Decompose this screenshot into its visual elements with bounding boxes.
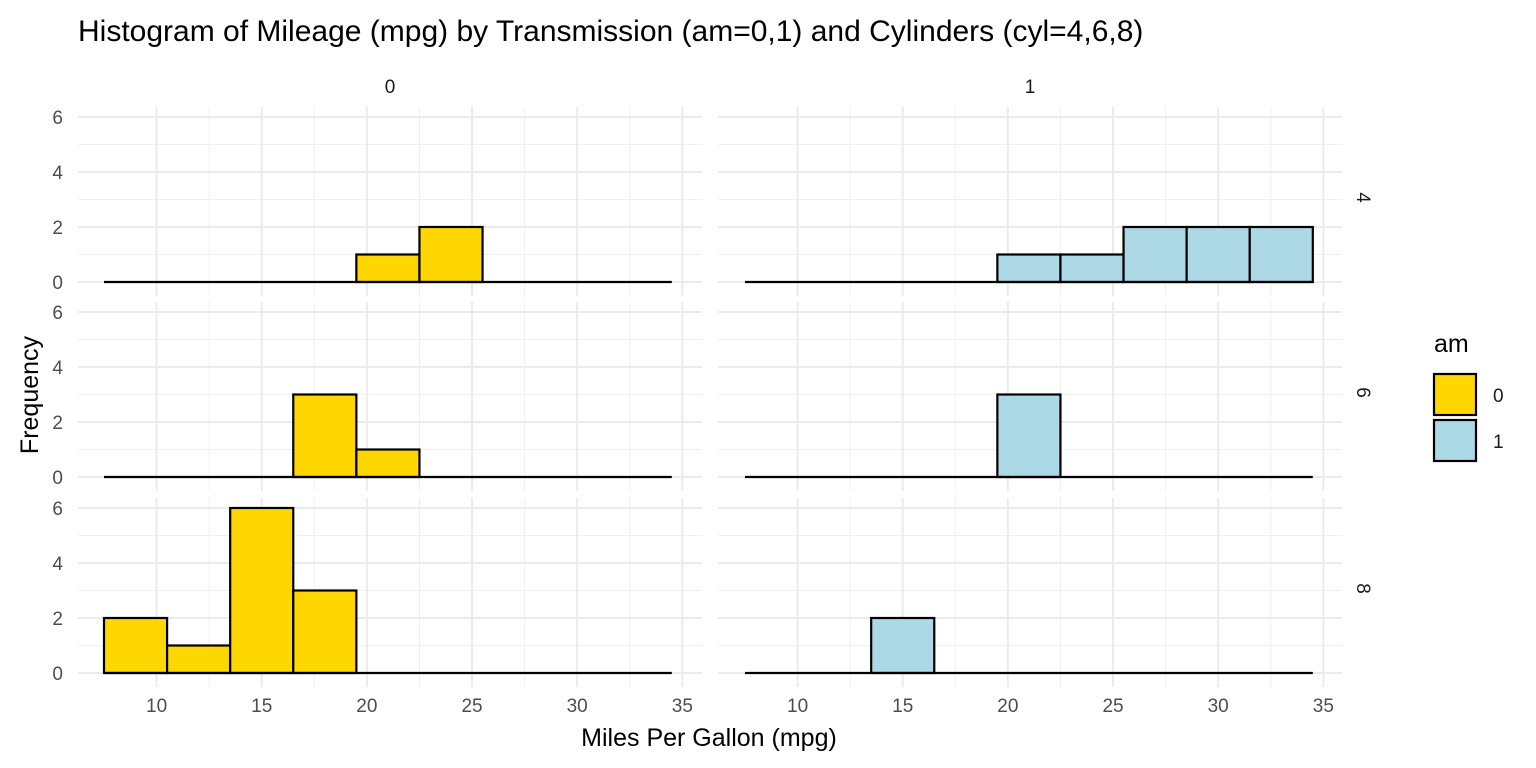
histogram-bar <box>355 253 421 284</box>
x-tick-label: 10 <box>787 696 808 717</box>
y-tick-label: 0 <box>52 664 63 685</box>
chart-title: Histogram of Mileage (mpg) by Transmissi… <box>78 15 1143 48</box>
strip-label-am-0: 0 <box>385 77 396 98</box>
y-tick-label: 0 <box>52 273 63 294</box>
y-tick-label: 4 <box>52 163 63 184</box>
histogram-bar <box>418 225 484 284</box>
y-tick-label: 6 <box>52 303 63 324</box>
strip-label-cyl-6: 6 <box>1352 387 1373 398</box>
histogram-bar <box>870 616 936 675</box>
x-tick-label: 35 <box>1313 696 1334 717</box>
y-tick-label: 0 <box>52 468 63 489</box>
x-tick-label: 25 <box>1102 696 1123 717</box>
histogram-bar <box>292 589 358 675</box>
y-tick-label: 6 <box>52 499 63 520</box>
legend-key-1 <box>1432 418 1478 463</box>
x-tick-label: 25 <box>461 696 482 717</box>
legend-key-0 <box>1432 372 1478 417</box>
histogram-bar <box>229 506 295 675</box>
x-tick-label: 15 <box>251 696 272 717</box>
histogram-bar <box>996 393 1062 479</box>
y-tick-label: 4 <box>52 358 63 379</box>
legend-title: am <box>1434 330 1469 358</box>
histogram-bar <box>1059 253 1125 284</box>
x-tick-label: 30 <box>567 696 588 717</box>
legend: am 0 1 <box>1432 330 1504 463</box>
x-tick-label: 20 <box>356 696 377 717</box>
panel-am0-cyl6: 0 2 4 6 <box>52 302 702 491</box>
panel-am0-cyl8: 0 2 4 6 10 15 20 25 30 35 <box>52 498 702 717</box>
histogram-bar <box>102 616 169 675</box>
x-tick-label: 35 <box>672 696 693 717</box>
x-tick-label: 20 <box>997 696 1018 717</box>
panel-am0-cyl4: 0 2 4 6 <box>52 107 702 296</box>
histogram-bar <box>355 448 421 479</box>
legend-label-1: 1 <box>1493 432 1504 453</box>
x-axis-title: Miles Per Gallon (mpg) <box>581 724 837 752</box>
y-axis-title: Frequency <box>16 335 44 454</box>
histogram-bar <box>1248 225 1314 284</box>
strip-label-cyl-4: 4 <box>1352 192 1373 203</box>
histogram-bar <box>165 644 232 675</box>
y-tick-label: 4 <box>52 554 63 575</box>
facet-panels: 0 1 4 6 8 0 2 4 6 0 2 4 6 0 2 4 6 10 15 20 25 30 35 10 15 20 25 30 3… <box>52 77 1373 717</box>
x-tick-label: 15 <box>892 696 913 717</box>
histogram-bar <box>292 393 358 479</box>
y-tick-label: 2 <box>52 413 63 434</box>
strip-label-cyl-8: 8 <box>1352 583 1373 594</box>
legend-label-0: 0 <box>1493 386 1504 407</box>
x-tick-label: 30 <box>1208 696 1229 717</box>
panel-am1-cyl8: 10 15 20 25 30 35 <box>718 498 1342 717</box>
strip-label-am-1: 1 <box>1025 77 1036 98</box>
histogram-bar <box>1185 225 1251 284</box>
panel-am1-cyl6 <box>718 302 1342 491</box>
x-tick-label: 10 <box>146 696 167 717</box>
y-tick-label: 6 <box>52 108 63 129</box>
y-tick-label: 2 <box>52 218 63 239</box>
histogram-bar <box>996 253 1062 284</box>
histogram-bar <box>1122 225 1188 284</box>
panel-am1-cyl4 <box>718 107 1342 296</box>
y-tick-label: 2 <box>52 609 63 630</box>
